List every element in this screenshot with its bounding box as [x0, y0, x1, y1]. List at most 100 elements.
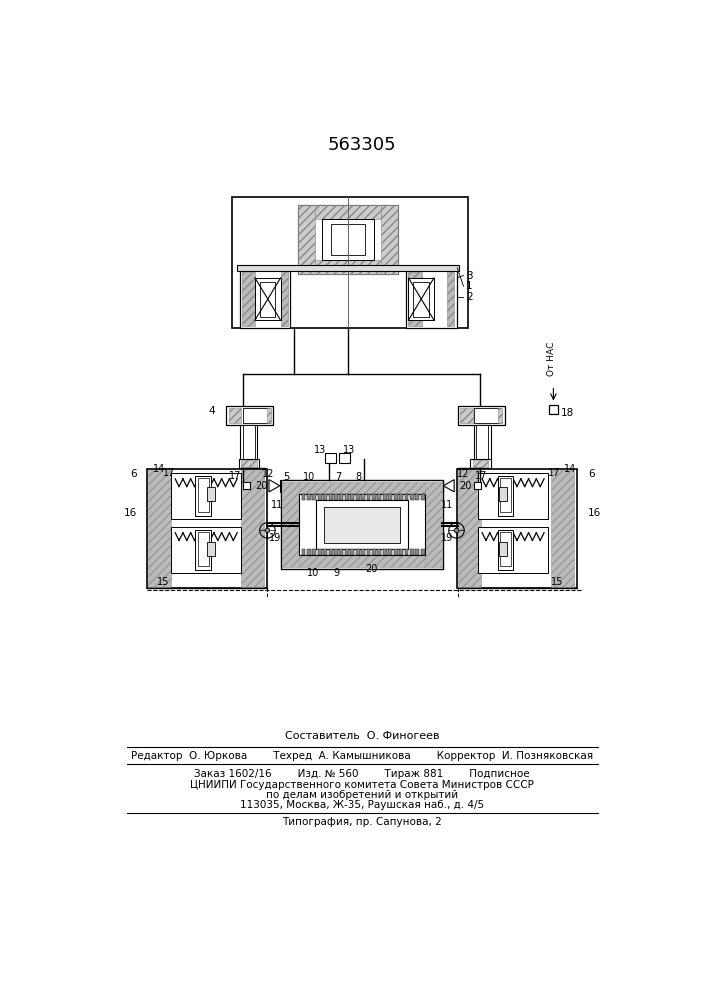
Bar: [416, 549, 419, 555]
Bar: [498, 408, 502, 423]
Text: 14: 14: [153, 464, 165, 474]
Bar: [383, 549, 387, 555]
Bar: [413, 282, 428, 317]
Bar: [394, 494, 397, 500]
Bar: [334, 549, 338, 555]
Circle shape: [454, 528, 459, 533]
Bar: [171, 527, 241, 573]
Bar: [323, 549, 327, 555]
Bar: [232, 197, 468, 328]
Bar: [476, 425, 489, 463]
Bar: [148, 470, 171, 587]
Bar: [334, 494, 338, 500]
Bar: [500, 532, 510, 566]
Bar: [425, 482, 442, 567]
Bar: [498, 476, 513, 516]
Bar: [388, 494, 392, 500]
Bar: [240, 425, 257, 463]
Text: 20: 20: [365, 564, 378, 574]
Bar: [207, 542, 215, 556]
Bar: [325, 453, 336, 463]
Bar: [378, 549, 381, 555]
Bar: [383, 494, 387, 500]
Bar: [241, 470, 264, 587]
Text: 6: 6: [131, 469, 137, 479]
Text: 19: 19: [269, 533, 281, 543]
Text: 16: 16: [124, 508, 137, 518]
Text: 4: 4: [209, 406, 216, 416]
Text: 1: 1: [466, 281, 472, 291]
Bar: [498, 530, 513, 570]
Bar: [410, 494, 414, 500]
Bar: [356, 494, 360, 500]
Text: 2: 2: [466, 292, 472, 302]
Bar: [195, 476, 211, 516]
Bar: [416, 494, 419, 500]
Bar: [329, 549, 332, 555]
Bar: [409, 272, 421, 326]
Bar: [474, 408, 501, 423]
Text: 15: 15: [158, 577, 170, 587]
Bar: [312, 549, 316, 555]
Text: 5: 5: [284, 472, 290, 482]
Text: Редактор  О. Юркова        Техред  А. Камышникова        Корректор  И. Позняковс: Редактор О. Юркова Техред А. Камышникова…: [131, 751, 593, 761]
Bar: [259, 282, 275, 317]
Text: 12: 12: [457, 469, 469, 479]
Text: 3: 3: [466, 271, 472, 281]
Text: 10: 10: [303, 472, 315, 482]
Text: ЦНИИПИ Государственного комитета Совета Министров СССР: ЦНИИПИ Государственного комитета Совета …: [190, 780, 534, 790]
Bar: [448, 272, 454, 326]
Text: 20: 20: [255, 481, 267, 491]
Bar: [345, 494, 349, 500]
Text: 16: 16: [588, 508, 602, 518]
Bar: [298, 205, 315, 274]
Bar: [323, 494, 327, 500]
Bar: [474, 425, 491, 463]
Bar: [241, 460, 257, 466]
Bar: [309, 209, 387, 270]
Bar: [409, 278, 434, 320]
Bar: [460, 408, 473, 423]
Bar: [361, 494, 365, 500]
Bar: [339, 453, 349, 463]
Bar: [356, 549, 360, 555]
Text: 12: 12: [262, 469, 274, 479]
Bar: [474, 482, 481, 489]
Bar: [317, 494, 322, 500]
Text: 17: 17: [230, 471, 242, 481]
Bar: [421, 494, 425, 500]
Bar: [198, 532, 209, 566]
Bar: [146, 469, 267, 588]
Bar: [239, 459, 259, 468]
Bar: [331, 224, 365, 255]
Bar: [367, 549, 370, 555]
Text: 19: 19: [441, 533, 453, 543]
Bar: [406, 270, 457, 328]
Text: 14: 14: [564, 464, 577, 474]
Text: 13: 13: [344, 445, 356, 455]
Bar: [551, 470, 574, 587]
Text: 17: 17: [548, 468, 561, 478]
Bar: [458, 470, 481, 587]
Bar: [470, 459, 491, 468]
Bar: [361, 549, 365, 555]
Bar: [458, 406, 505, 425]
Text: по делам изобретений и открытий: по делам изобретений и открытий: [266, 790, 458, 800]
Text: 18: 18: [561, 408, 574, 418]
Bar: [281, 272, 288, 326]
Text: 17: 17: [163, 468, 175, 478]
Text: 8: 8: [355, 472, 361, 482]
Bar: [399, 494, 403, 500]
Text: 7: 7: [336, 472, 341, 482]
Bar: [312, 494, 316, 500]
Text: 20: 20: [460, 481, 472, 491]
Bar: [339, 549, 344, 555]
Text: 10: 10: [307, 568, 320, 578]
Text: 563305: 563305: [327, 136, 396, 154]
Bar: [421, 549, 425, 555]
Bar: [195, 530, 211, 570]
Bar: [499, 487, 507, 501]
Bar: [281, 480, 443, 569]
Bar: [351, 549, 354, 555]
Bar: [329, 494, 332, 500]
